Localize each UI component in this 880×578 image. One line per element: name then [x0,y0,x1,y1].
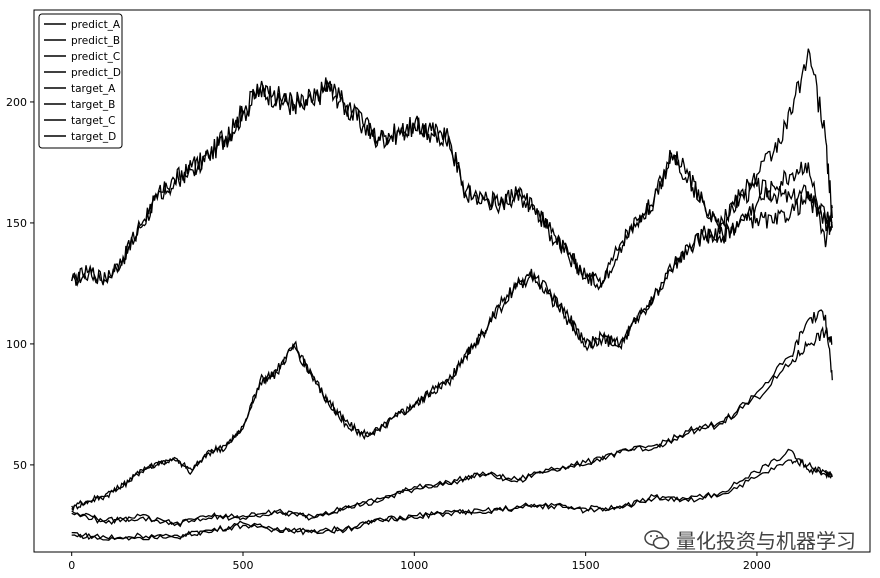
legend-label: target_A [71,83,116,95]
y-tick-label: 150 [6,217,27,230]
series-line-target_D [71,448,833,541]
series-line-target_B [71,161,833,510]
legend-label: predict_A [71,19,121,31]
y-axis: 50 100 150 200 [6,96,34,472]
x-tick-label: 2000 [743,559,771,572]
legend-label: target_D [71,131,116,143]
legend-label: target_B [71,99,115,111]
x-tick-label: 0 [68,559,75,572]
legend-label: predict_B [71,35,120,47]
legend: predict_A predict_B predict_C predict_Dtarg… [38,13,123,149]
watermark: 量化投资与机器学习 [644,525,856,554]
series-line-target_C [71,309,833,528]
wechat-icon [644,529,670,549]
y-tick-label: 100 [6,338,27,351]
y-tick-label: 50 [13,459,27,472]
series-line-target_A [71,48,833,288]
x-tick-label: 500 [233,559,254,572]
legend-label: target_C [71,115,116,127]
series-line-predict_D [71,458,833,541]
legend-box [38,13,123,149]
series-lines [71,48,833,541]
watermark-text: 量化投资与机器学习 [676,529,856,553]
x-tick-label: 1000 [400,559,428,572]
legend-label: predict_C [71,51,120,63]
plot-area [33,9,871,553]
y-tick-label: 200 [6,96,27,109]
legend-label: predict_D [71,67,121,79]
x-tick-label: 1500 [572,559,600,572]
series-line-predict_C [71,325,833,526]
x-axis: 0 500 1000 1500 2000 [68,552,771,572]
